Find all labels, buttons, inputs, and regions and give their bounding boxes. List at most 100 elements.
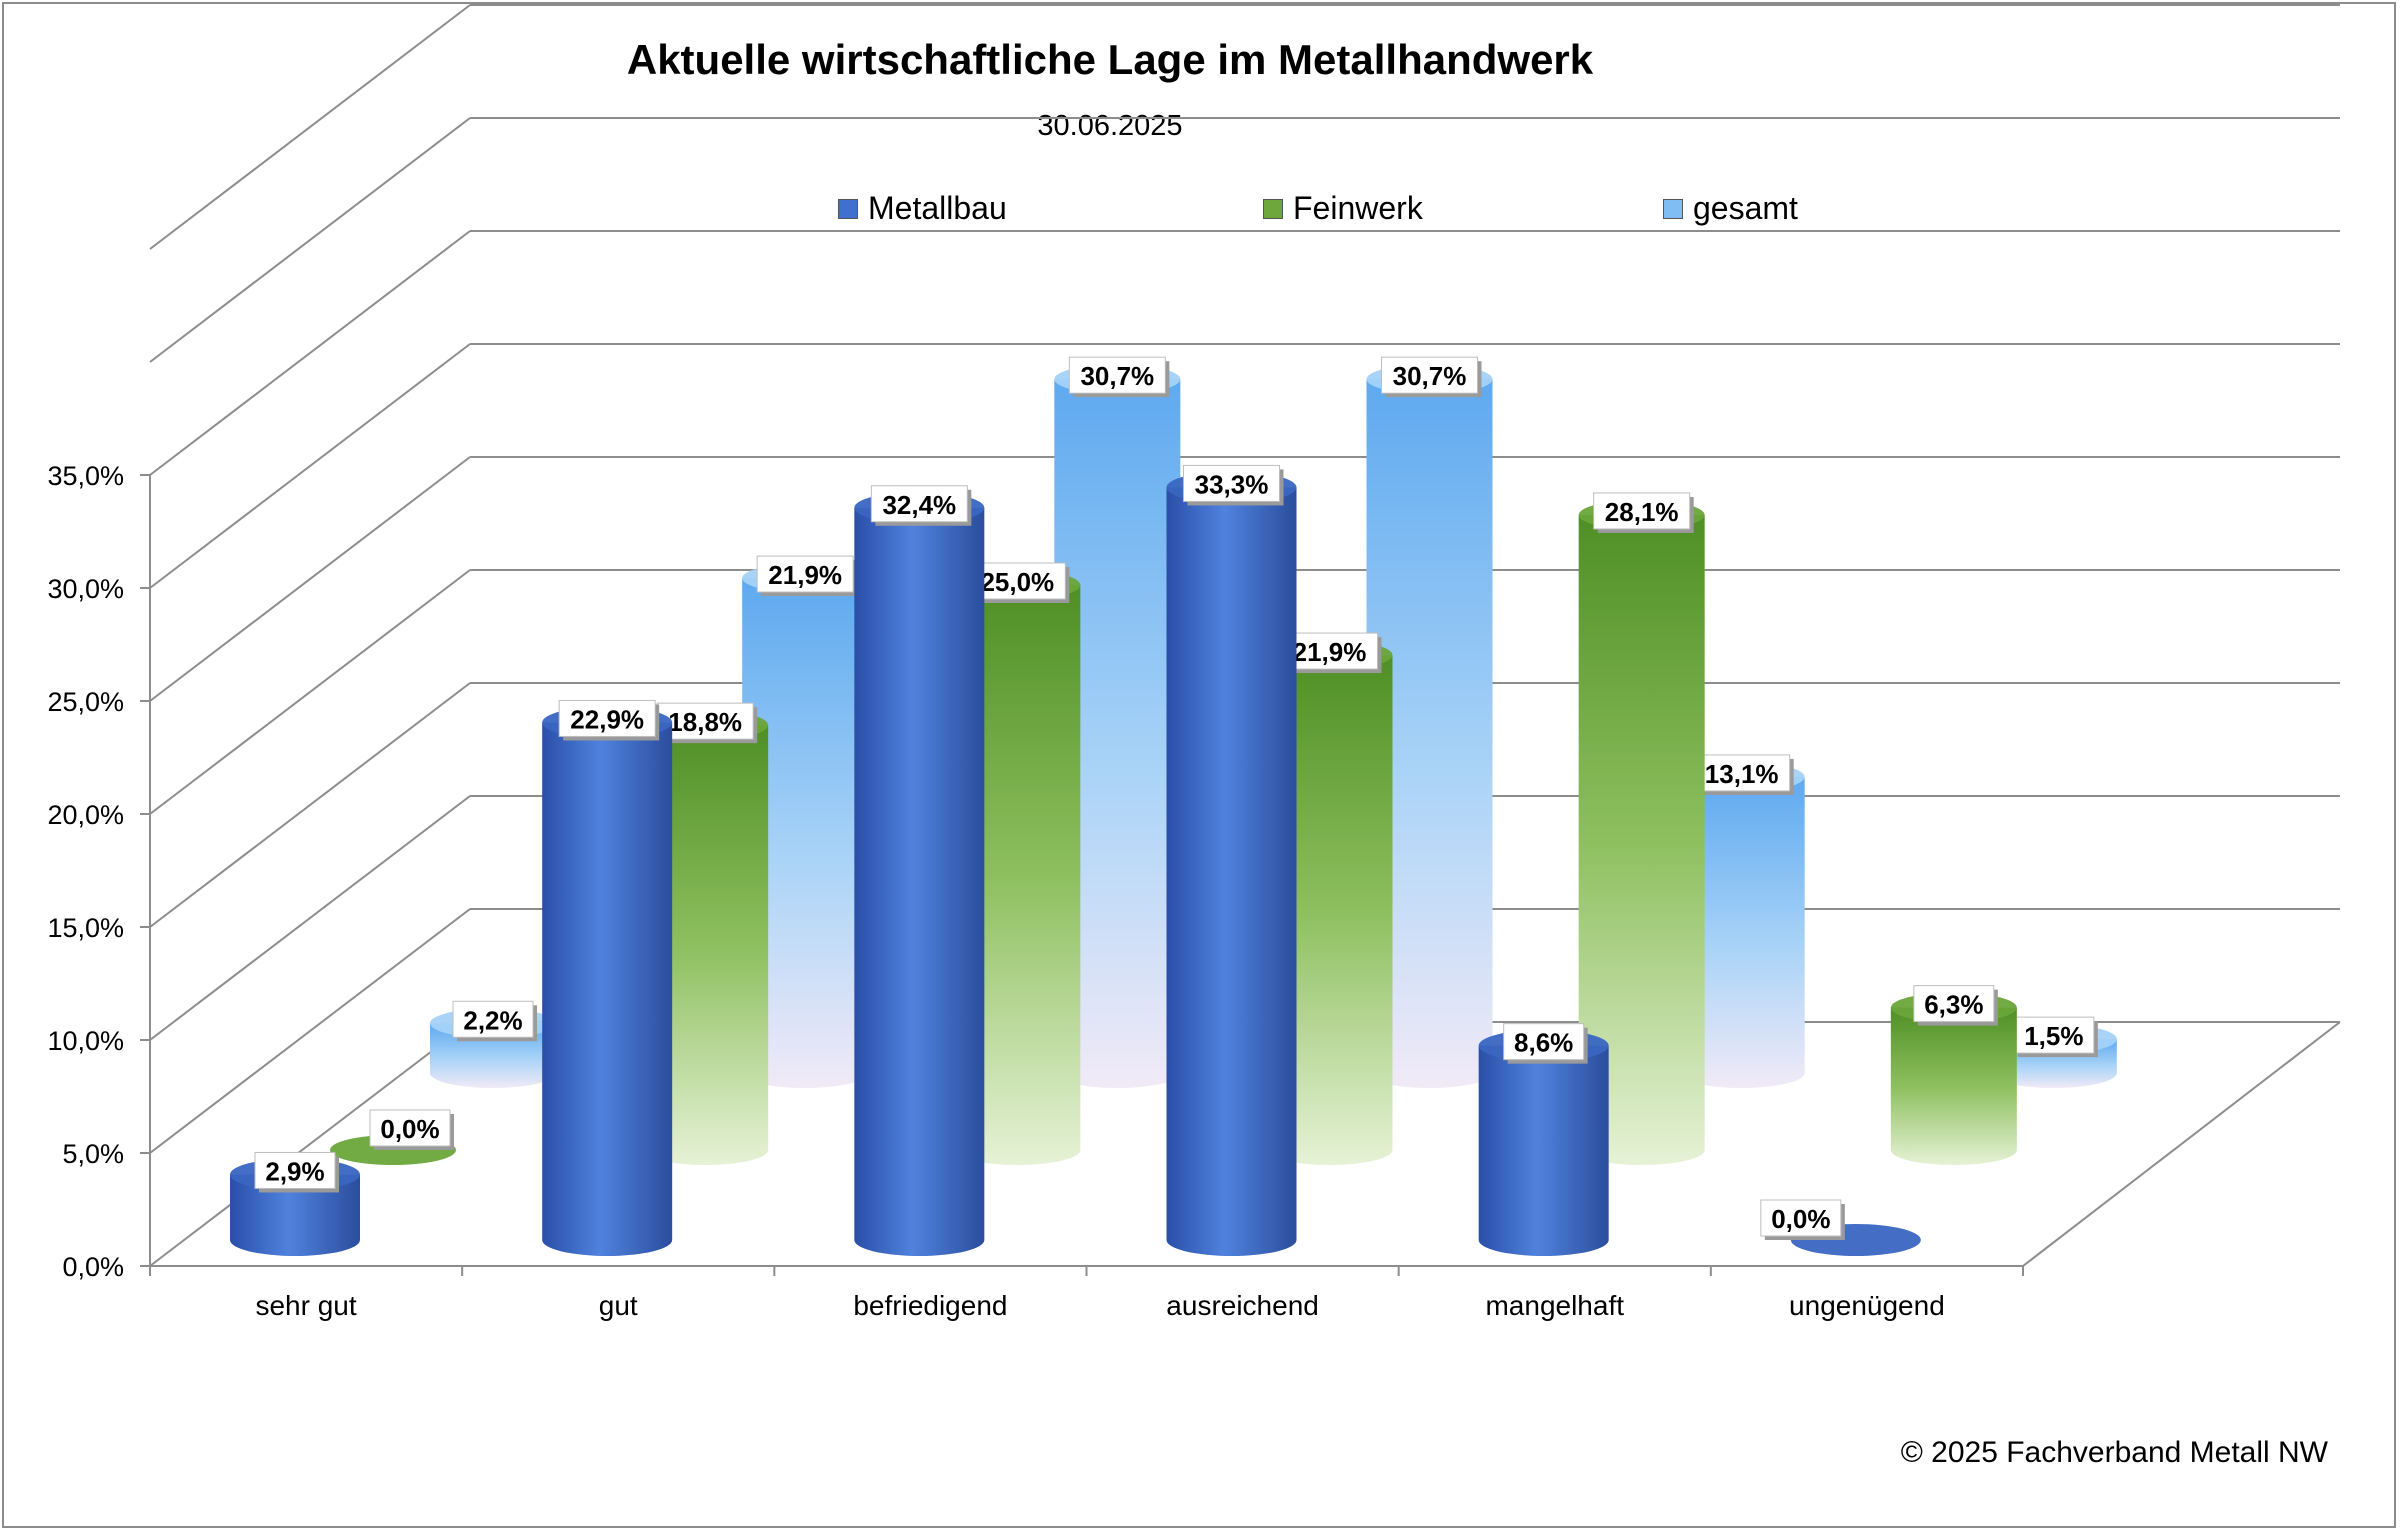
- bar-body: [954, 585, 1081, 1165]
- bar-feinwerk-2: 25,0%: [954, 562, 1081, 1165]
- bar-body: [230, 1174, 360, 1256]
- chart-subtitle: 30.06.2025: [1037, 110, 1183, 142]
- bar-body: [742, 578, 869, 1089]
- data-label: 32,4%: [870, 485, 972, 526]
- bar-metallbau-2: 32,4%: [854, 485, 985, 1256]
- bar-body: [1478, 1045, 1609, 1256]
- bar-body: [1890, 1007, 2017, 1166]
- data-label-box: [2013, 1016, 2095, 1054]
- data-label-box: [1381, 356, 1478, 394]
- y-tick-label: 25,0%: [47, 687, 124, 717]
- data-label-text: 21,9%: [768, 560, 842, 590]
- data-label-text: 30,7%: [1393, 361, 1467, 391]
- bar-gesamt-4: 13,1%: [1678, 754, 1805, 1089]
- legend-item-gesamt: gesamt: [1663, 190, 1798, 227]
- bar-body: [1266, 655, 1393, 1166]
- data-label-text: 2,2%: [463, 1005, 522, 1035]
- data-label: 1,5%: [2013, 1016, 2098, 1058]
- gridline-side: [149, 117, 471, 363]
- data-label: 30,7%: [1381, 356, 1482, 398]
- data-label-text: 2,9%: [265, 1156, 324, 1186]
- bar-body: [1166, 487, 1297, 1256]
- copyright-footer: © 2025 Fachverband Metall NW: [1900, 1436, 2328, 1469]
- data-label-box: [1760, 1199, 1842, 1237]
- x-category-label: ausreichend: [1166, 1290, 1319, 1321]
- data-label-text: 28,1%: [1605, 497, 1679, 527]
- data-label-box: [558, 699, 656, 737]
- data-label-text: 13,1%: [1705, 759, 1779, 789]
- data-label-box: [452, 1000, 534, 1038]
- bar-feinwerk-5: 6,3%: [1890, 985, 2017, 1166]
- data-label-text: 1,5%: [2024, 1021, 2083, 1051]
- data-label-text: 18,8%: [668, 707, 742, 737]
- bar-body: [642, 725, 769, 1166]
- legend-swatch-metallbau: [838, 198, 858, 219]
- data-label-text: 30,7%: [1080, 361, 1154, 391]
- legend-item-feinwerk: Feinwerk: [1263, 190, 1423, 227]
- bar-metallbau-5: 0,0%: [1760, 1199, 1921, 1256]
- data-label: 0,0%: [1760, 1199, 1845, 1240]
- data-label-box: [1183, 464, 1280, 502]
- gridline-side: [149, 4, 471, 250]
- data-label-box: [1068, 356, 1166, 394]
- gridline-side: [149, 456, 471, 702]
- legend-label-feinwerk: Feinwerk: [1293, 190, 1423, 226]
- data-label-box: [369, 1109, 451, 1147]
- data-label: 33,3%: [1183, 464, 1284, 506]
- gridline-side: [149, 795, 471, 1041]
- bar-gesamt-3: 30,7%: [1366, 356, 1493, 1089]
- x-category-label: ungenügend: [1789, 1290, 1945, 1321]
- data-label-box: [1593, 492, 1691, 530]
- x-category-label: befriedigend: [853, 1290, 1007, 1321]
- data-label: 18,8%: [656, 702, 758, 744]
- y-tick-label: 15,0%: [47, 913, 124, 943]
- data-label-box: [968, 562, 1066, 600]
- gridline-side: [149, 908, 471, 1154]
- data-label: 21,9%: [1281, 632, 1382, 674]
- legend-item-metallbau: Metallbau: [838, 190, 1007, 227]
- bar-gesamt-1: 21,9%: [742, 555, 869, 1089]
- bar-gesamt-0: 2,2%: [430, 1000, 556, 1088]
- x-category-label: sehr gut: [255, 1290, 356, 1321]
- y-tick-label: 0,0%: [62, 1252, 124, 1282]
- legend-label-metallbau: Metallbau: [868, 190, 1007, 226]
- bar-gesamt-2: 30,7%: [1054, 356, 1181, 1089]
- data-label-box: [756, 555, 854, 593]
- bar-feinwerk-3: 21,9%: [1266, 632, 1393, 1166]
- data-label: 2,9%: [254, 1151, 339, 1193]
- data-label-text: 21,9%: [1293, 637, 1367, 667]
- gridline-side: [149, 343, 471, 589]
- bar-body: [1578, 514, 1705, 1166]
- data-label-text: 8,6%: [1514, 1028, 1573, 1058]
- data-label-text: 33,3%: [1195, 469, 1269, 499]
- data-label-text: 0,0%: [1771, 1204, 1830, 1234]
- bar-body: [1366, 379, 1493, 1089]
- data-label-box: [254, 1151, 336, 1189]
- data-label-text: 0,0%: [380, 1114, 439, 1144]
- bars: 2,2% 21,9% 30,7% 30,7% 13,1% 1,5% 0,0% 18,8% 25,…: [230, 356, 2117, 1256]
- bar-body: [1054, 379, 1181, 1089]
- bar-metallbau-0: 2,9%: [230, 1151, 360, 1256]
- bar-gesamt-5: 1,5%: [1990, 1016, 2117, 1088]
- data-label: 30,7%: [1068, 356, 1170, 398]
- data-label: 21,9%: [756, 555, 858, 597]
- data-label-text: 22,9%: [570, 704, 644, 734]
- data-label-text: 32,4%: [882, 490, 956, 520]
- bar-feinwerk-1: 18,8%: [642, 702, 769, 1166]
- gridline-side: [149, 682, 471, 928]
- data-label: 13,1%: [1693, 754, 1794, 795]
- legend-label-gesamt: gesamt: [1693, 190, 1798, 226]
- data-label-text: 6,3%: [1924, 990, 1983, 1020]
- data-label-box: [1281, 632, 1378, 670]
- bar-body: [1678, 776, 1805, 1089]
- legend-swatch-feinwerk: [1263, 198, 1283, 219]
- axis-labels: 0,0% 5,0% 10,0% 15,0% 20,0% 25,0% 30,0% 35,0% se…: [47, 461, 2024, 1321]
- data-label-box: [870, 485, 968, 523]
- data-label: 8,6%: [1503, 1023, 1588, 1064]
- bar-metallbau-1: 22,9%: [542, 699, 673, 1256]
- y-tick-label: 5,0%: [62, 1139, 124, 1169]
- bar-metallbau-3: 33,3%: [1166, 464, 1297, 1256]
- x-category-label: gut: [599, 1290, 638, 1321]
